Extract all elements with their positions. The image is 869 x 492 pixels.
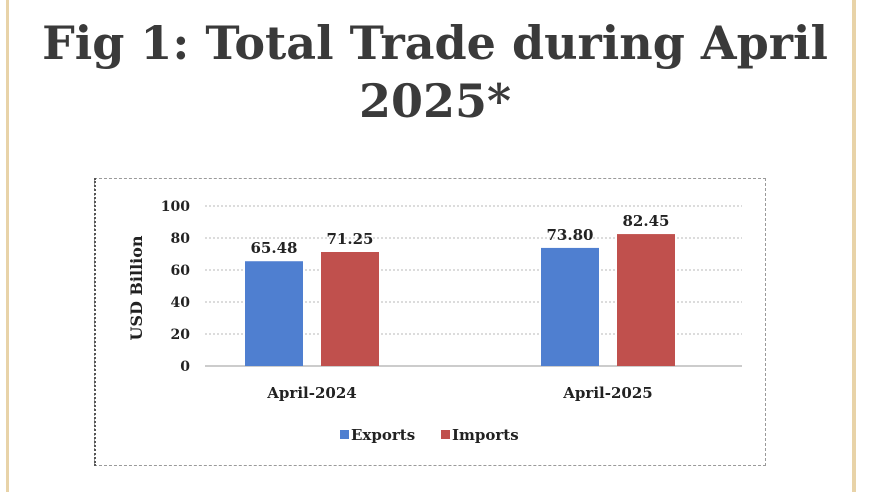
y-tick-label: 0 xyxy=(180,359,190,375)
bar-imports xyxy=(321,252,379,366)
page-title-line-1: Fig 1: Total Trade during April xyxy=(42,16,828,70)
x-tick-label: April-2024 xyxy=(266,384,356,402)
y-tick-label: 60 xyxy=(171,263,191,279)
legend-swatch-exports xyxy=(340,430,349,439)
page-title-line-2: 2025* xyxy=(358,74,512,128)
page-title: Fig 1: Total Trade during April 2025* xyxy=(40,14,830,130)
legend-label-imports: Imports xyxy=(452,426,519,444)
page-border-right xyxy=(852,0,856,492)
legend-label-exports: Exports xyxy=(351,426,415,444)
y-tick-label: 100 xyxy=(161,199,190,215)
y-tick-label: 20 xyxy=(171,327,191,343)
y-tick-label: 40 xyxy=(171,295,191,311)
data-label: 73.80 xyxy=(547,226,594,244)
label-layer: 0 20 40 60 80 100 65.48 71.25 April-2024 73.80 82.… xyxy=(161,199,670,444)
x-tick-label: April-2025 xyxy=(562,384,652,402)
y-axis-label: USD Billion xyxy=(127,235,146,340)
legend-swatch-imports xyxy=(441,430,450,439)
data-label: 65.48 xyxy=(251,239,298,257)
chart-frame xyxy=(94,178,766,466)
data-label: 71.25 xyxy=(327,230,374,248)
page-border-left xyxy=(6,0,9,492)
bar-imports xyxy=(617,234,675,366)
bar-layer xyxy=(245,234,675,366)
bar-exports xyxy=(541,247,599,366)
bar-exports xyxy=(245,261,303,366)
data-label: 82.45 xyxy=(623,212,670,230)
y-tick-label: 80 xyxy=(171,231,191,247)
